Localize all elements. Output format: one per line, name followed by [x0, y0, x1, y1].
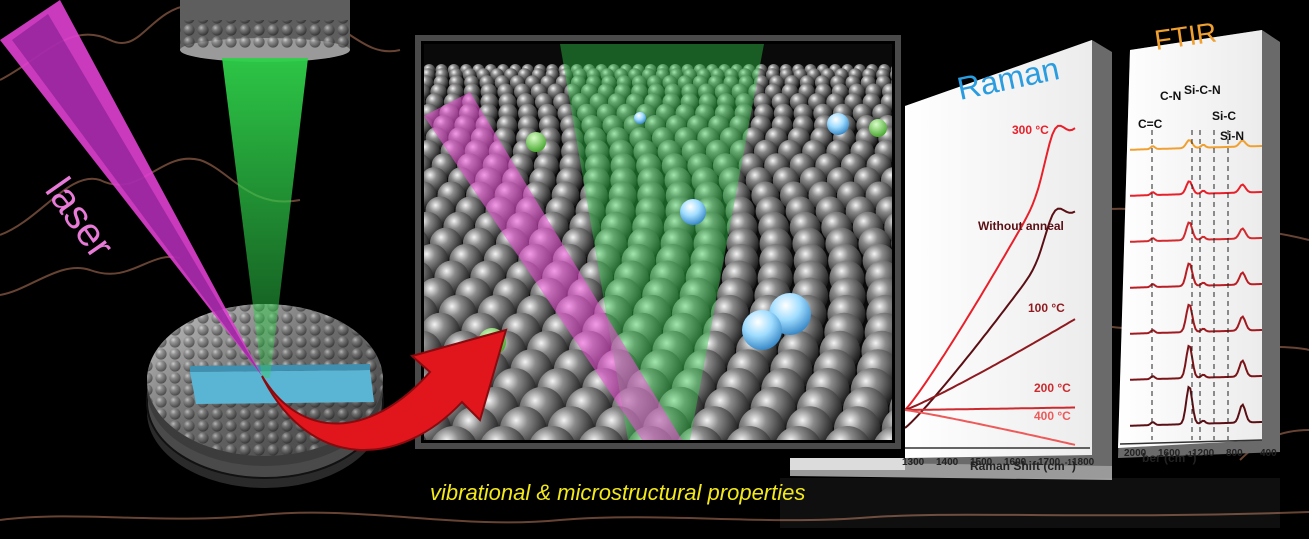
- ftir-tick-1: 1600: [1158, 448, 1181, 459]
- probe-beam: [222, 58, 308, 378]
- ftir-series-2: [1130, 221, 1262, 243]
- inset-laser-beam: [424, 92, 682, 440]
- defect-green-1: [526, 132, 546, 152]
- raman-series-2: [905, 318, 1076, 411]
- ftir-tick-2: 1200: [1192, 448, 1215, 459]
- raman-series-label-3: 200 °C: [1034, 381, 1071, 395]
- ftir-bond-label-2: Si-C-N: [1184, 83, 1221, 97]
- raman-series-4: [905, 409, 1076, 446]
- defect-blue-2: [680, 199, 706, 225]
- raman-tick-1: 1400: [936, 457, 959, 468]
- raman-tick-0: 1300: [902, 457, 925, 468]
- defect-blue-4: [742, 310, 782, 350]
- caption: vibrational & microstructural properties: [430, 480, 805, 505]
- raman-tick-3: 1600: [1004, 457, 1027, 468]
- ftir-bond-label-1: C-N: [1160, 89, 1181, 103]
- ftir-bond-label-0: C=C: [1138, 117, 1163, 131]
- microstructure-inset: [415, 35, 901, 449]
- defect-green-2: [869, 119, 887, 137]
- defect-blue-5: [634, 112, 646, 124]
- raman-tick-5: 1800: [1072, 457, 1095, 468]
- raman-tick-4: 1700: [1038, 457, 1061, 468]
- ftir-series-6: [1130, 385, 1262, 427]
- objective-lens: [180, 0, 350, 62]
- raman-series-0: [905, 124, 1076, 411]
- ftir-bond-label-4: Si-N: [1220, 129, 1244, 143]
- raman-xlabel: Raman Shift (cm-1): [970, 458, 1076, 473]
- defect-blue-1: [827, 113, 849, 135]
- raman-series-label-2: 100 °C: [1028, 301, 1065, 315]
- ftir-series-3: [1130, 262, 1262, 289]
- ftir-tick-4: 400: [1260, 448, 1277, 459]
- ftir-xlabel: ber (cm-1): [1142, 450, 1196, 465]
- ftir-tick-3: 800: [1226, 448, 1243, 459]
- sample-substrate: [190, 364, 374, 404]
- raman-series-label-1: Without anneal: [978, 219, 1064, 233]
- ftir-panel: C=CC-N Si-C-NSi-CSi-N 2000 1600 1200 800 400 …: [1118, 30, 1280, 465]
- laser-beam: [0, 0, 262, 376]
- reflection: [780, 478, 1280, 528]
- raman-series-label-4: 400 °C: [1034, 409, 1071, 423]
- raman-tick-2: 1500: [970, 457, 993, 468]
- ftir-bond-label-3: Si-C: [1212, 109, 1236, 123]
- raman-panel: 300 °C Without anneal 100 °C 200 °C 400 °C 1…: [790, 40, 1112, 480]
- zoom-arrow: [261, 328, 508, 452]
- raman-series-3: [905, 406, 1075, 411]
- ftir-tick-0: 2000: [1124, 448, 1147, 459]
- raman-series-label-0: 300 °C: [1012, 123, 1049, 137]
